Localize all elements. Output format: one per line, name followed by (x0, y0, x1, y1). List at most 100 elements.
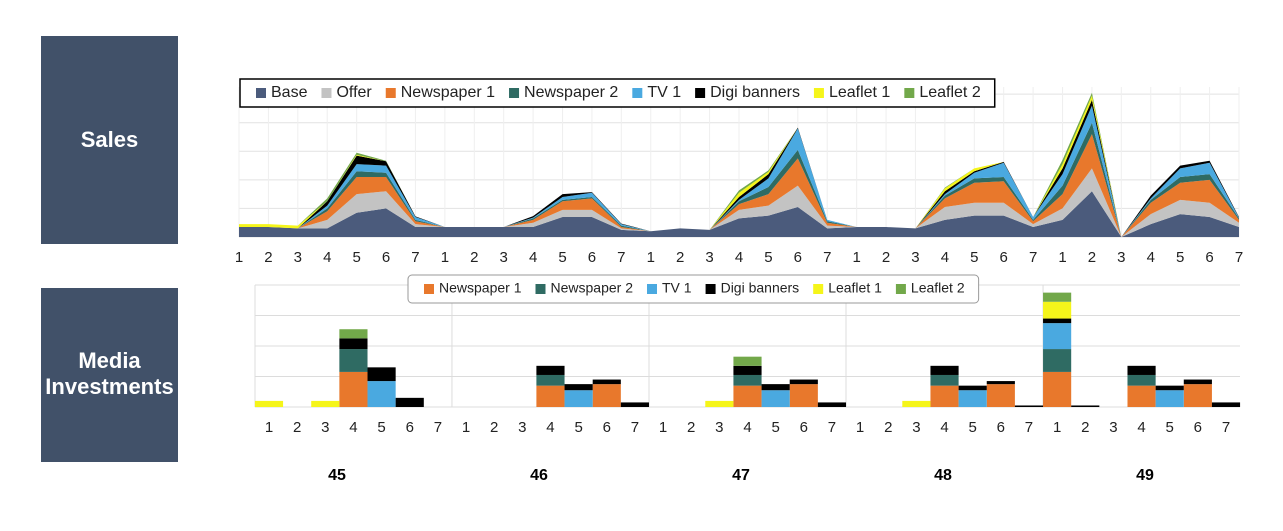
legend-swatch (509, 88, 520, 98)
bar-segment (592, 379, 621, 385)
x-tick-label: 2 (1081, 419, 1089, 436)
bar-segment (564, 384, 593, 391)
bar-segment (986, 381, 1015, 385)
x-tick-label: 3 (1117, 249, 1125, 266)
bar-segment (592, 384, 621, 407)
x-tick-label: 5 (970, 249, 978, 266)
legend-label: Newspaper 2 (551, 280, 634, 296)
x-tick-label: 2 (264, 249, 272, 266)
bar-segment (1014, 405, 1044, 407)
x-tick-label: 2 (1088, 249, 1096, 266)
x-tick-label: 7 (411, 249, 419, 266)
x-tick-label: 2 (687, 419, 695, 436)
x-tick-label: 1 (647, 249, 655, 266)
bar-segment (902, 400, 931, 407)
bar-segment (339, 338, 368, 350)
week-label: 47 (732, 467, 750, 484)
bar-segment (254, 400, 284, 407)
x-tick-label: 1 (265, 419, 273, 436)
legend-label: Leaflet 2 (919, 84, 980, 101)
x-tick-label: 6 (406, 419, 414, 436)
bar-segment (986, 384, 1015, 407)
legend-swatch (813, 284, 824, 294)
legend: Newspaper 1 Newspaper 2 TV 1 Digi banners Le… (407, 274, 980, 304)
x-tick-label: 4 (1137, 419, 1145, 436)
x-tick-label: 3 (321, 419, 329, 436)
x-tick-label: 3 (912, 419, 920, 436)
legend-label: TV 1 (647, 84, 681, 101)
x-tick-label: 2 (293, 419, 301, 436)
x-tick-label: 4 (323, 249, 331, 266)
legend-box (407, 274, 980, 304)
bar-segment (1183, 379, 1212, 385)
legend-swatch (385, 88, 396, 98)
x-tick-label: 3 (705, 249, 713, 266)
week-label: 45 (328, 467, 346, 484)
bar-segment (733, 374, 762, 386)
bar-segment (1127, 385, 1156, 407)
x-tick-label: 7 (1222, 419, 1230, 436)
x-tick-label: 2 (882, 249, 890, 266)
bar-segment (1043, 349, 1072, 372)
legend-label: Leaflet 1 (829, 84, 890, 101)
x-tick-label: 3 (911, 249, 919, 266)
legend-swatch (647, 284, 657, 294)
bar-segment (339, 371, 368, 407)
x-tick-label: 5 (352, 249, 360, 266)
x-tick-label: 4 (940, 419, 948, 436)
bar-segment (930, 374, 959, 386)
bar-segment (1043, 323, 1072, 350)
bar-segment (930, 385, 959, 407)
bar-segment (620, 402, 649, 407)
x-tick-label: 4 (743, 419, 751, 436)
panel-label: Media Investments (45, 348, 173, 399)
x-tick-label: 7 (631, 419, 639, 436)
bar-segment (733, 365, 762, 375)
x-tick-label: 5 (1166, 419, 1174, 436)
bar-segment (536, 374, 565, 386)
x-tick-label: 7 (828, 419, 836, 436)
legend-label: Leaflet 2 (911, 280, 965, 296)
bar-segment (311, 400, 340, 407)
legend-swatch (895, 284, 906, 294)
legend-label: Digi banners (710, 84, 800, 101)
panel-label: Sales (81, 127, 139, 152)
x-tick-label: 5 (969, 419, 977, 436)
x-tick-label: 5 (764, 249, 772, 266)
x-tick-label: 3 (518, 419, 526, 436)
x-tick-label: 5 (377, 419, 385, 436)
x-tick-label: 6 (603, 419, 611, 436)
x-tick-label: 7 (617, 249, 625, 266)
bar-segment (339, 349, 368, 372)
legend-swatch (632, 88, 643, 98)
x-tick-label: 6 (997, 419, 1005, 436)
x-tick-label: 6 (800, 419, 808, 436)
media-panel (41, 288, 178, 462)
x-tick-label: 1 (852, 249, 860, 266)
x-tick-label: 4 (349, 419, 357, 436)
x-tick-label: 7 (823, 249, 831, 266)
bar-segment (564, 390, 593, 407)
x-tick-label: 4 (735, 249, 743, 266)
bar-segment (1043, 292, 1072, 302)
x-tick-label: 7 (1029, 249, 1037, 266)
x-tick-label: 3 (500, 249, 508, 266)
x-tick-label: 2 (470, 249, 478, 266)
bar-segment (930, 365, 959, 375)
x-tick-label: 1 (1058, 249, 1066, 266)
x-tick-label: 7 (1025, 419, 1033, 436)
bar-segment (705, 400, 734, 407)
bar-segment (958, 385, 987, 391)
x-tick-label: 3 (1109, 419, 1117, 436)
bar-segment (1043, 371, 1072, 407)
x-tick-label: 1 (856, 419, 864, 436)
legend-swatch (695, 88, 706, 98)
legend-swatch (321, 88, 332, 98)
x-tick-label: 2 (676, 249, 684, 266)
bar-segment (339, 329, 368, 339)
bar-segment (395, 397, 424, 407)
legend-swatch (705, 284, 716, 294)
legend-swatch (535, 284, 546, 294)
legend-swatch (813, 88, 824, 98)
